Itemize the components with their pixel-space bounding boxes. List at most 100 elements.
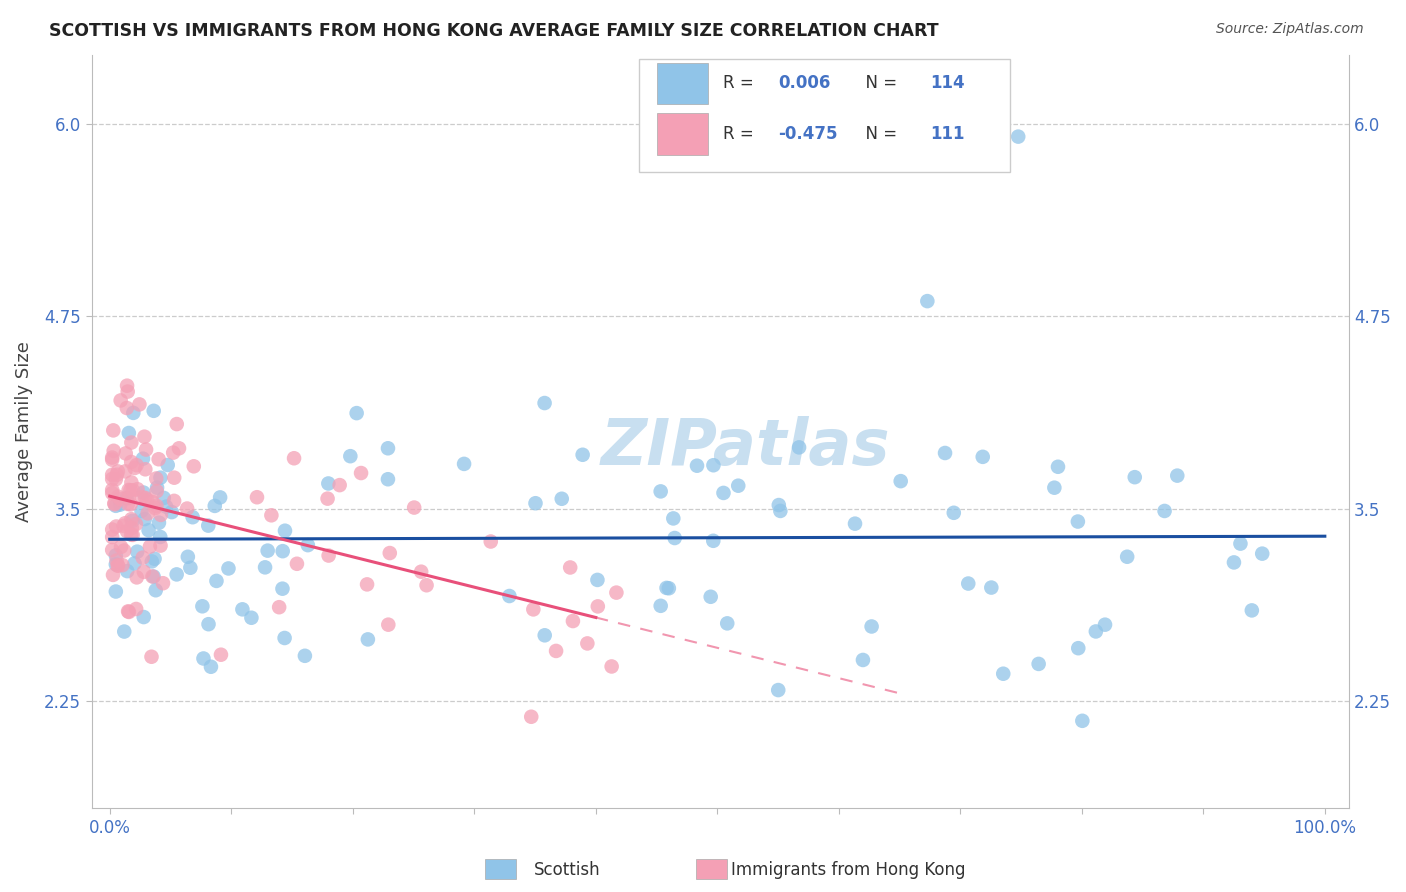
Point xyxy=(103,423,125,437)
Point xyxy=(957,576,980,591)
Point xyxy=(128,397,150,411)
Point xyxy=(117,491,139,505)
Point xyxy=(533,396,555,410)
Point xyxy=(132,565,155,579)
Point xyxy=(274,524,297,538)
Point xyxy=(152,576,174,591)
Point xyxy=(145,583,167,598)
Point xyxy=(136,507,159,521)
Point xyxy=(844,516,866,531)
Point xyxy=(166,567,188,582)
Point xyxy=(120,497,142,511)
Point xyxy=(1067,641,1090,656)
Point xyxy=(125,517,148,532)
Point xyxy=(193,651,215,665)
Point xyxy=(105,467,128,482)
Point xyxy=(115,491,138,505)
Point xyxy=(145,499,167,513)
Point xyxy=(980,581,1002,595)
Point xyxy=(125,570,148,584)
Point xyxy=(200,659,222,673)
Point xyxy=(112,543,135,558)
Text: Source: ZipAtlas.com: Source: ZipAtlas.com xyxy=(1216,22,1364,37)
Point xyxy=(240,611,263,625)
Point xyxy=(686,458,709,473)
Y-axis label: Average Family Size: Average Family Size xyxy=(15,342,32,522)
Point xyxy=(125,602,148,616)
Point xyxy=(163,471,186,485)
Point xyxy=(176,501,198,516)
Point xyxy=(101,467,124,482)
Point xyxy=(356,577,378,591)
Point xyxy=(273,631,295,645)
Point xyxy=(655,581,678,595)
Text: -0.475: -0.475 xyxy=(778,125,838,143)
Point xyxy=(105,519,128,533)
Point xyxy=(1166,468,1188,483)
Point xyxy=(533,628,555,642)
Point xyxy=(768,683,790,698)
Point xyxy=(1240,603,1263,617)
Point xyxy=(131,504,153,518)
Point xyxy=(716,616,738,631)
Point xyxy=(101,530,124,544)
Point xyxy=(769,504,792,518)
Point xyxy=(204,499,226,513)
Point xyxy=(143,551,166,566)
FancyBboxPatch shape xyxy=(638,59,1010,172)
Point xyxy=(191,599,214,614)
Point xyxy=(1067,515,1090,529)
Point xyxy=(1028,657,1050,671)
Text: ZIPatlas: ZIPatlas xyxy=(600,416,890,478)
Point xyxy=(104,584,127,599)
Point xyxy=(114,516,136,531)
Point xyxy=(650,484,672,499)
Point xyxy=(181,510,204,524)
Point xyxy=(101,486,124,500)
Point xyxy=(256,543,278,558)
Point xyxy=(148,516,170,530)
Point xyxy=(167,442,190,456)
Point xyxy=(156,458,179,472)
Point xyxy=(155,500,177,514)
Point xyxy=(107,558,129,573)
Point xyxy=(1153,504,1175,518)
Point xyxy=(117,384,139,399)
Point xyxy=(107,558,129,573)
Point xyxy=(117,604,139,618)
Point xyxy=(768,498,790,512)
Point xyxy=(179,561,201,575)
Point xyxy=(110,393,132,408)
Point xyxy=(260,508,283,523)
Point xyxy=(205,574,228,588)
Point xyxy=(152,491,174,505)
Point xyxy=(120,527,142,541)
Point xyxy=(132,451,155,466)
Point xyxy=(453,457,475,471)
Point xyxy=(101,543,124,558)
Point xyxy=(934,446,956,460)
Point xyxy=(136,492,159,507)
Point xyxy=(124,461,146,475)
Point xyxy=(110,540,132,554)
Point xyxy=(404,500,426,515)
Point xyxy=(142,404,165,418)
Point xyxy=(112,519,135,533)
Point xyxy=(105,553,128,567)
Point xyxy=(571,448,593,462)
Text: 114: 114 xyxy=(931,74,965,93)
Bar xyxy=(658,62,707,104)
Point xyxy=(942,506,965,520)
Text: N =: N = xyxy=(855,74,903,93)
Point xyxy=(411,565,433,579)
Point xyxy=(160,505,183,519)
Point xyxy=(650,599,672,613)
Point xyxy=(120,475,142,490)
Point xyxy=(1084,624,1107,639)
Text: Scottish: Scottish xyxy=(534,861,600,879)
Point xyxy=(114,464,136,478)
Point xyxy=(148,452,170,467)
Point xyxy=(600,659,623,673)
Point xyxy=(520,710,543,724)
Point xyxy=(1223,556,1246,570)
